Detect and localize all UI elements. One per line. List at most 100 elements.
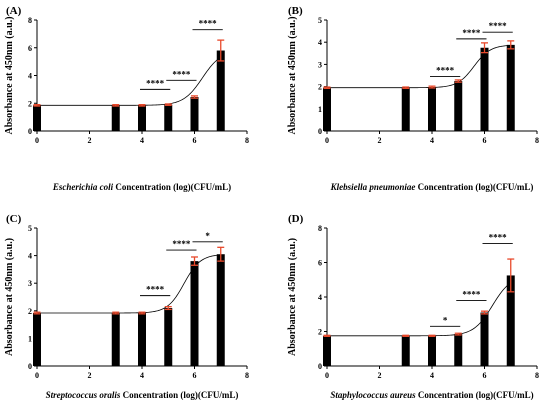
panel-label: (D) [288,213,304,225]
y-tick-label: 1 [318,105,322,114]
bar [323,335,331,366]
y-tick-label: 0 [318,127,322,136]
panel-d: (D) Absorbance at 450nm (a.u.) Staphylococ… [287,213,539,400]
y-tick-label: 6 [318,259,322,268]
y-tick-label: 2 [28,99,32,108]
y-tick-label: 3 [28,279,32,288]
bar [480,312,489,366]
significance-label: **** [489,21,508,31]
y-tick-label: 4 [28,72,32,81]
x-tick-label: 6 [193,136,197,145]
significance-label: **** [146,285,165,295]
x-axis-label: Escherichia coli Concentration (log)(CFU… [52,182,231,192]
significance-label: **** [462,289,481,299]
x-axis-label: Staphylococcus aureus Concentration (log… [330,390,533,400]
y-tick-label: 2 [318,83,322,92]
y-tick-label: 1 [28,334,32,343]
y-tick-label: 4 [318,293,322,302]
fit-curve [37,254,221,314]
x-axis-label-species: Escherichia coli [52,182,114,192]
significance-label: **** [172,239,191,249]
panel-a: (A)Absorbance at 450nm (a.u.) Escherichia… [4,5,249,192]
x-tick-label: 4 [430,371,434,380]
bar [506,44,515,131]
x-axis-label-species: Klebsiella pneumoniae [330,182,416,192]
x-tick-label: 8 [245,136,249,145]
y-tick-label: 0 [28,362,32,371]
bar [428,335,436,366]
bar [111,313,120,366]
x-tick-label: 4 [430,136,434,145]
x-tick-label: 4 [140,371,144,380]
y-tick-label: 4 [318,38,322,47]
y-axis-label: Absorbance at 450nm (a.u.) [287,16,298,134]
x-axis-label-rest: Concentration (log)(CFU/mL) [415,182,533,192]
y-tick-label: 2 [28,307,32,316]
y-axis-label: Absorbance at 450nm (a.u.) [4,238,15,356]
x-tick-label: 0 [35,371,39,380]
y-tick-label: 5 [318,16,322,25]
bar [216,50,225,131]
y-tick-label: 2 [318,328,322,337]
fit-curve [37,56,221,106]
y-axis-label: Absorbance at 450nm (a.u.) [4,16,15,134]
significance-label: **** [199,19,218,29]
fit-curve [327,282,511,337]
bar [216,254,225,366]
bar [190,97,199,131]
panel-b: (B)Absorbance at 450nm (a.u.) Klebsiella … [287,5,539,192]
significance-label: **** [436,66,455,76]
panel-label: (A) [6,5,22,17]
y-tick-label: 8 [28,16,32,25]
bar [33,105,41,131]
y-tick-label: 8 [318,224,322,233]
x-axis-label: Streptococcus oralis Concentration (log)… [46,390,239,400]
bar [480,47,489,131]
x-tick-label: 0 [325,371,329,380]
y-tick-label: 4 [28,252,32,261]
significance-label: **** [462,28,481,38]
x-tick-label: 2 [88,371,92,380]
bar [506,275,515,366]
x-tick-label: 8 [535,136,539,145]
x-tick-label: 8 [245,371,249,380]
panel-label: (B) [288,5,303,17]
bar [454,334,463,366]
y-tick-label: 6 [28,44,32,53]
x-tick-label: 2 [378,136,382,145]
x-tick-label: 6 [193,371,197,380]
significance-label: **** [172,69,191,79]
bar [138,105,146,131]
x-axis-label-rest: Concentration (log)(CFU/mL) [416,390,534,400]
x-axis-label-rest: Concentration (log)(CFU/mL) [120,390,238,400]
bar [401,87,410,131]
y-tick-label: 0 [318,362,322,371]
x-tick-label: 0 [325,136,329,145]
bar [428,87,436,131]
bar [190,261,199,366]
bar [138,313,146,366]
significance-label: **** [146,78,165,88]
significance-label: * [443,315,448,325]
x-tick-label: 4 [140,136,144,145]
bar [164,308,173,366]
x-tick-label: 2 [88,136,92,145]
bar [401,335,410,366]
bar [33,313,41,366]
x-axis-label-rest: Concentration (log)(CFU/mL) [113,182,231,192]
y-tick-label: 3 [318,60,322,69]
significance-label: **** [489,233,508,243]
x-tick-label: 0 [35,136,39,145]
bar [111,105,120,131]
y-axis-label: Absorbance at 450nm (a.u.) [287,238,298,356]
bar [164,104,173,131]
x-tick-label: 6 [483,136,487,145]
x-tick-label: 8 [535,371,539,380]
y-tick-label: 5 [28,224,32,233]
x-axis-label-species: Staphylococcus aureus [330,390,416,400]
x-tick-label: 2 [378,371,382,380]
x-axis-label: Klebsiella pneumoniae Concentration (log… [330,182,534,192]
panel-label: (C) [6,213,22,225]
fit-curve [327,44,511,89]
